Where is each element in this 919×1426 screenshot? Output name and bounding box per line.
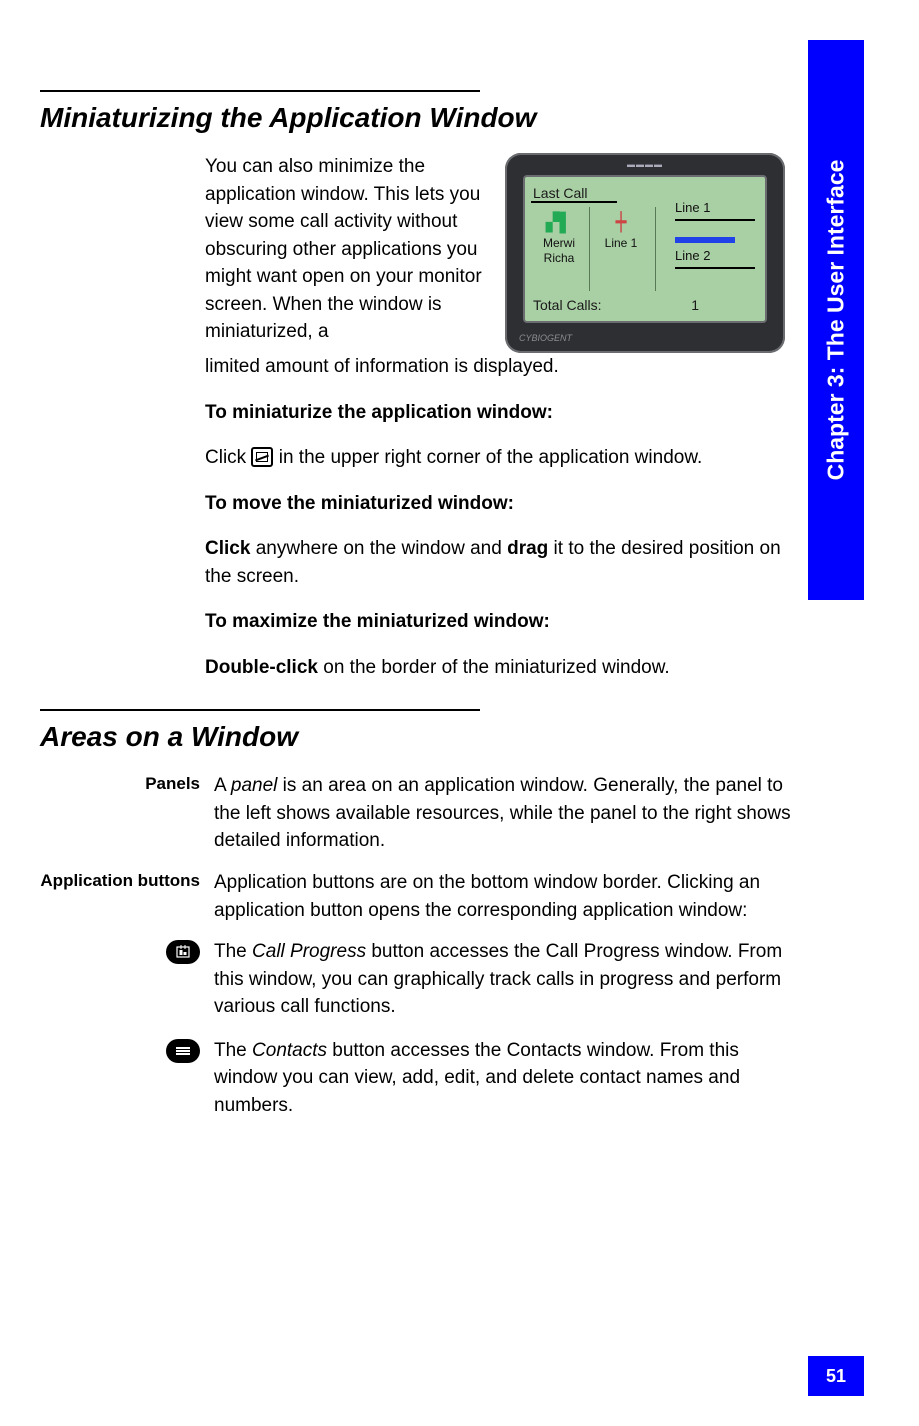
subheading: To move the miniaturized window: bbox=[205, 490, 795, 518]
text: on the border of the miniaturized window… bbox=[318, 657, 670, 678]
device-right-line1: Line 1 bbox=[675, 199, 710, 218]
call-progress-icon bbox=[166, 940, 200, 964]
miniaturized-window-illustration: ▬▬▬▬ Last Call ▞▌ Merwi Richa ┿ Line 1 bbox=[505, 153, 785, 353]
text-bold: Double-click bbox=[205, 657, 318, 678]
text: in the upper right corner of the applica… bbox=[279, 447, 703, 468]
margin-label-panels: Panels bbox=[10, 772, 200, 855]
chapter-tab: Chapter 3: The User Interface bbox=[808, 40, 864, 600]
device-total-calls-label: Total Calls: bbox=[533, 295, 601, 315]
device-total-calls-value: 1 bbox=[691, 295, 699, 315]
panels-description: A panel is an area on an application win… bbox=[214, 772, 800, 855]
antenna-icon: ┿ bbox=[595, 209, 647, 235]
contacts-icon bbox=[166, 1039, 200, 1063]
intro-paragraph-part1: You can also minimize the application wi… bbox=[205, 153, 485, 346]
person-icon: ▞▌ bbox=[533, 209, 585, 235]
instruction-text: Click anywhere on the window and drag it… bbox=[205, 535, 795, 590]
intro-paragraph-part2: limited amount of information is display… bbox=[205, 353, 795, 381]
subheading: To maximize the miniaturized window: bbox=[205, 608, 795, 636]
text-italic: Contacts bbox=[252, 1040, 327, 1061]
text-italic: Call Progress bbox=[252, 941, 366, 962]
text: is an area on an application window. Gen… bbox=[214, 775, 791, 851]
text-italic: panel bbox=[231, 775, 278, 796]
page-number: 51 bbox=[808, 1356, 864, 1396]
chapter-tab-label: Chapter 3: The User Interface bbox=[823, 160, 850, 481]
text-bold: drag bbox=[507, 538, 548, 559]
device-caller-name2: Richa bbox=[533, 252, 585, 265]
device-caller-name1: Merwi bbox=[533, 237, 585, 250]
app-buttons-description: Application buttons are on the bottom wi… bbox=[214, 869, 800, 924]
section-body: Panels A panel is an area on an applicat… bbox=[10, 772, 800, 1119]
text: anywhere on the window and bbox=[250, 538, 507, 559]
minimize-icon bbox=[251, 447, 273, 467]
section-body: You can also minimize the application wi… bbox=[205, 153, 795, 681]
document-page: Chapter 3: The User Interface 51 Miniatu… bbox=[0, 0, 919, 1426]
section-heading: Areas on a Window bbox=[40, 719, 540, 754]
instruction-text: Click in the upper right corner of the a… bbox=[205, 444, 795, 472]
section-heading: Miniaturizing the Application Window bbox=[40, 100, 540, 135]
section-rule bbox=[40, 90, 480, 92]
device-right-line2: Line 2 bbox=[675, 247, 710, 266]
text: The bbox=[214, 1040, 252, 1061]
device-line-label: Line 1 bbox=[595, 237, 647, 250]
instruction-text: Double-click on the border of the miniat… bbox=[205, 654, 795, 682]
call-progress-description: The Call Progress button accesses the Ca… bbox=[214, 938, 800, 1021]
device-brand: CYBIOGENT bbox=[519, 332, 572, 345]
device-blue-bar bbox=[675, 237, 735, 243]
subheading: To miniaturize the application window: bbox=[205, 399, 795, 427]
text: Click bbox=[205, 447, 251, 468]
margin-label-app-buttons: Application buttons bbox=[10, 869, 200, 924]
text: A bbox=[214, 775, 231, 796]
text: The bbox=[214, 941, 252, 962]
section-rule bbox=[40, 709, 480, 711]
text-bold: Click bbox=[205, 538, 250, 559]
contacts-description: The Contacts button accesses the Contact… bbox=[214, 1037, 800, 1120]
